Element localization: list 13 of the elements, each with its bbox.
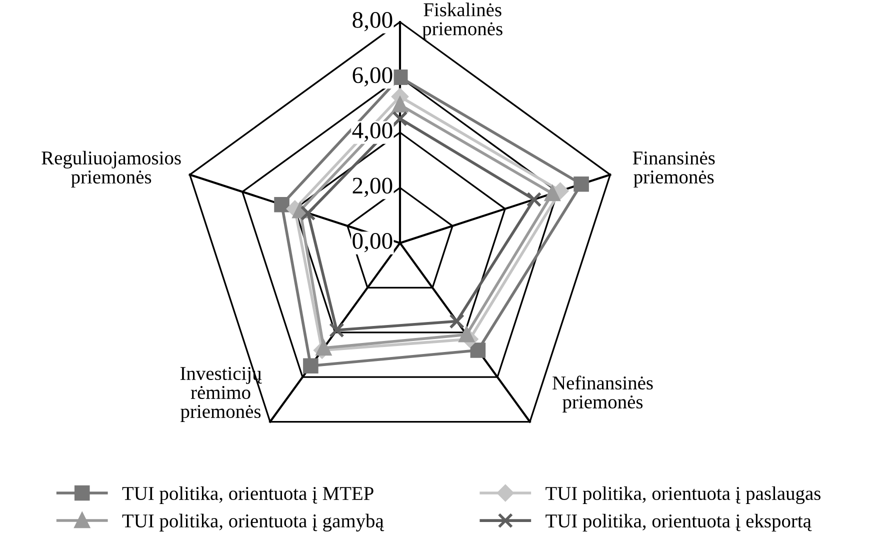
y-tick-label: 6,00 [352,67,392,87]
legend-label: TUI politika, orientuota į gamybą [122,514,384,532]
spoke-label: Fiskalinės priemonės [422,2,502,40]
y-tick-label: 0,00 [352,232,392,252]
y-tick-label: 2,00 [352,178,392,198]
legend-label: TUI politika, orientuota į paslaugas [546,486,820,504]
spoke-label: Reguliuojamosios priemonės [42,150,181,188]
spoke-label: Finansinės priemonės [632,151,715,188]
legend-label: TUI politika, orientuota į eksportą [546,514,812,532]
y-tick-label: 4,00 [352,122,392,142]
spoke-label: Nefinansinės priemonės [552,376,653,412]
legend-label: TUI politika, orientuota į MTEP [122,486,374,504]
y-tick-label: 8,00 [352,12,392,32]
